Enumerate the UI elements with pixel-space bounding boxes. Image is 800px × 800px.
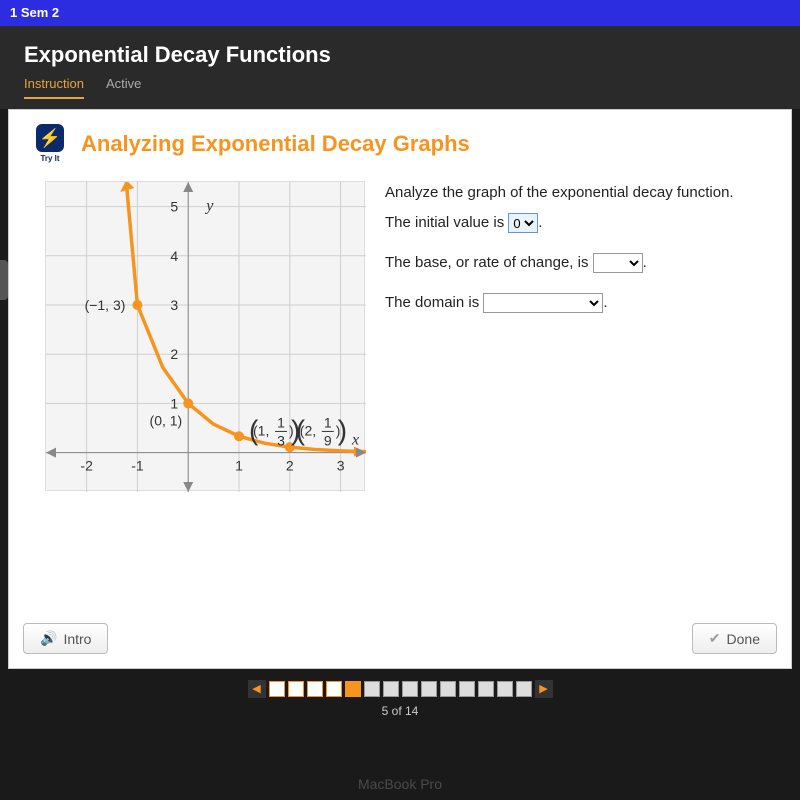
nav-box-7[interactable] — [383, 681, 399, 697]
decay-graph: -2-11232345yx(−1, 3)(0, 1)1(1,13)()(2,19… — [45, 181, 365, 491]
svg-text:x: x — [351, 432, 359, 449]
body-row: -2-11232345yx(−1, 3)(0, 1)1(1,13)()(2,19… — [9, 169, 791, 491]
nav-box-1[interactable] — [269, 681, 285, 697]
svg-text:2: 2 — [286, 458, 294, 474]
tab-active[interactable]: Active — [106, 76, 141, 99]
initial-value-select[interactable]: 0 — [508, 213, 538, 233]
check-icon: ✔ — [709, 630, 721, 647]
nav-next[interactable]: ▶ — [535, 680, 553, 698]
svg-text:4: 4 — [170, 248, 178, 264]
course-label: 1 Sem 2 — [10, 5, 59, 20]
device-label: MacBook Pro — [0, 776, 800, 792]
svg-text:y: y — [204, 198, 214, 215]
question-text: Analyze the graph of the exponential dec… — [385, 181, 767, 491]
svg-text:): ) — [338, 414, 347, 445]
base-select[interactable] — [593, 253, 643, 273]
nav-strip: ◀▶ 5 of 14 — [0, 669, 800, 722]
tryit-label: Try It — [33, 154, 67, 163]
header-tabs: Instruction Active — [24, 76, 776, 99]
nav-box-11[interactable] — [459, 681, 475, 697]
svg-text:-2: -2 — [80, 458, 93, 474]
svg-text:-1: -1 — [131, 458, 144, 474]
svg-text:2: 2 — [170, 346, 178, 362]
domain-select[interactable] — [483, 293, 603, 313]
tryit-badge: ⚡ Try It — [33, 124, 67, 163]
svg-text:(: ( — [296, 414, 306, 445]
nav-box-10[interactable] — [440, 681, 456, 697]
lesson-title: Analyzing Exponential Decay Graphs — [81, 131, 470, 157]
content-panel: ⚡ Try It Analyzing Exponential Decay Gra… — [8, 109, 792, 669]
done-button[interactable]: ✔ Done — [692, 623, 777, 654]
nav-box-12[interactable] — [478, 681, 494, 697]
intro-button[interactable]: 🔊 Intro — [23, 623, 108, 654]
svg-text:(−1, 3): (−1, 3) — [85, 297, 126, 313]
nav-boxes: ◀▶ — [248, 680, 553, 698]
speaker-icon: 🔊 — [40, 630, 57, 647]
prompt-line4: The domain is . — [385, 291, 767, 315]
course-bar: 1 Sem 2 — [0, 0, 800, 26]
nav-box-5[interactable] — [345, 681, 361, 697]
svg-text:5: 5 — [170, 199, 178, 215]
svg-text:3: 3 — [277, 432, 285, 448]
svg-text:(0, 1): (0, 1) — [150, 412, 183, 428]
chart-svg: -2-11232345yx(−1, 3)(0, 1)1(1,13)()(2,19… — [46, 182, 366, 492]
page-title: Exponential Decay Functions — [24, 42, 776, 68]
svg-text:1: 1 — [324, 414, 332, 430]
nav-box-9[interactable] — [421, 681, 437, 697]
svg-text:1: 1 — [277, 414, 285, 430]
lesson-title-row: ⚡ Try It Analyzing Exponential Decay Gra… — [9, 110, 791, 169]
svg-text:3: 3 — [170, 297, 178, 313]
panel-inner: ⚡ Try It Analyzing Exponential Decay Gra… — [8, 109, 792, 669]
nav-count: 5 of 14 — [0, 704, 800, 718]
intro-label: Intro — [63, 631, 91, 647]
done-label: Done — [727, 631, 760, 647]
svg-text:(: ( — [249, 414, 259, 445]
prompt-line2: The initial value is 0 . — [385, 211, 767, 235]
svg-text:1: 1 — [170, 395, 178, 411]
lightning-icon: ⚡ — [36, 124, 64, 152]
nav-box-6[interactable] — [364, 681, 380, 697]
svg-text:9: 9 — [324, 432, 332, 448]
nav-box-8[interactable] — [402, 681, 418, 697]
lesson-header: Exponential Decay Functions Instruction … — [0, 26, 800, 109]
svg-text:3: 3 — [337, 458, 345, 474]
svg-text:1: 1 — [235, 458, 243, 474]
nav-box-3[interactable] — [307, 681, 323, 697]
footer-buttons: 🔊 Intro ✔ Done — [23, 623, 777, 654]
nav-box-4[interactable] — [326, 681, 342, 697]
side-handle[interactable] — [0, 260, 8, 300]
prompt-line1: Analyze the graph of the exponential dec… — [385, 181, 767, 205]
nav-box-2[interactable] — [288, 681, 304, 697]
nav-box-13[interactable] — [497, 681, 513, 697]
nav-box-14[interactable] — [516, 681, 532, 697]
prompt-line3: The base, or rate of change, is . — [385, 251, 767, 275]
nav-prev[interactable]: ◀ — [248, 680, 266, 698]
tab-instruction[interactable]: Instruction — [24, 76, 84, 99]
